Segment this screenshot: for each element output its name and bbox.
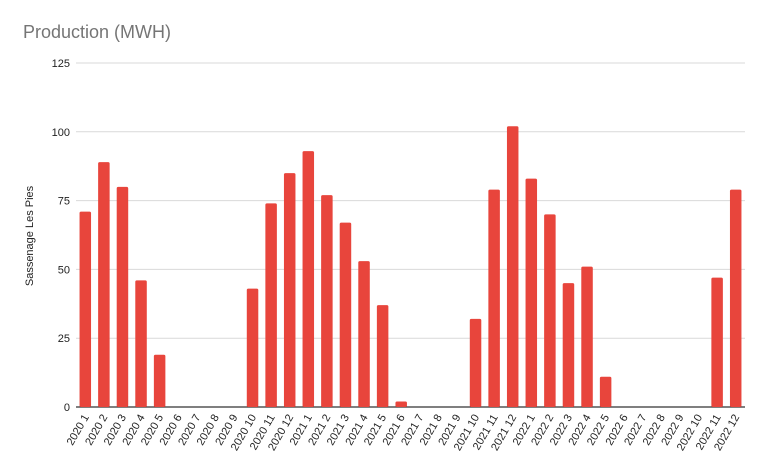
bar — [79, 211, 92, 407]
bar — [265, 203, 277, 407]
bars — [79, 126, 742, 408]
bar — [302, 151, 315, 407]
chart-title: Production (MWH) — [23, 22, 171, 42]
bar — [153, 354, 166, 407]
bar — [729, 189, 742, 407]
bar — [339, 222, 352, 407]
bar — [488, 189, 500, 407]
y-tick-label: 25 — [58, 333, 70, 345]
bar — [98, 162, 110, 407]
bar — [562, 283, 575, 407]
y-tick-label: 100 — [52, 127, 70, 139]
bar — [506, 126, 519, 408]
y-tick-label: 50 — [58, 264, 70, 276]
gridlines — [76, 62, 745, 408]
bar — [544, 214, 556, 407]
y-axis-label: Sassenage Les Pies — [24, 185, 36, 286]
bar — [711, 277, 723, 407]
bar — [525, 178, 538, 407]
y-axis-ticks: 0 25 50 75 100 125 — [52, 58, 70, 414]
y-tick-label: 0 — [64, 402, 70, 414]
bar — [116, 186, 129, 407]
bar — [358, 261, 370, 407]
bar — [283, 173, 296, 407]
bar — [599, 376, 612, 407]
bar — [321, 195, 333, 407]
bar — [581, 266, 593, 407]
bar — [135, 280, 147, 407]
bar — [246, 288, 259, 407]
y-tick-label: 75 — [58, 196, 70, 208]
bar — [395, 401, 407, 407]
bar — [376, 305, 389, 407]
y-tick-label: 125 — [52, 58, 70, 70]
bar — [469, 318, 482, 407]
